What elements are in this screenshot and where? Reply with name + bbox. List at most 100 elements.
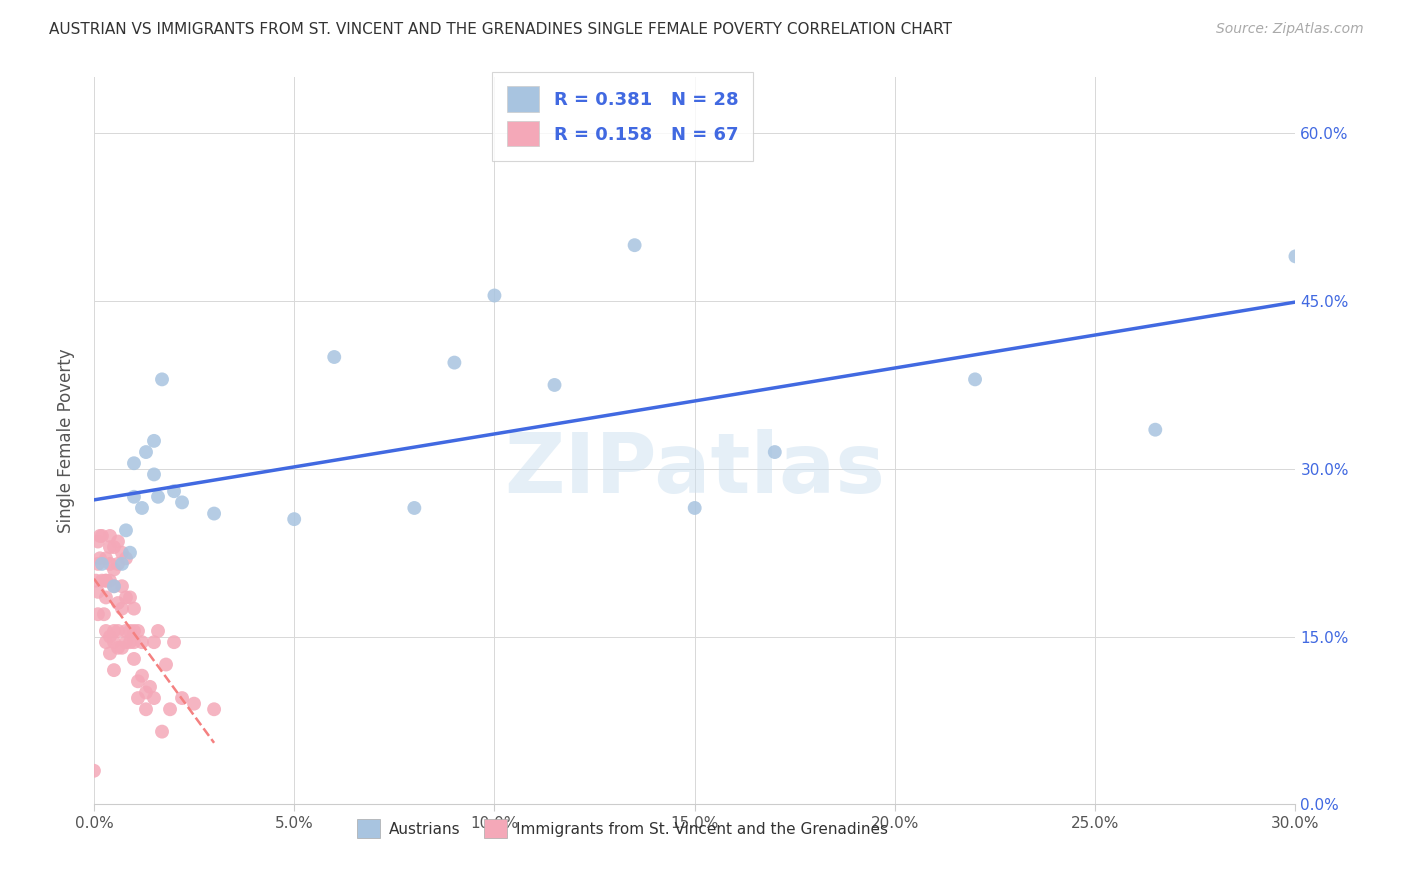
Point (87, 585, 110, 599)
Point (103, 579, 125, 593)
Point (94, 574, 117, 588)
Point (143, 691, 166, 706)
Point (122, 624, 145, 638)
Point (443, 356, 465, 370)
Point (146, 624, 169, 638)
Point (323, 350, 346, 364)
Point (94, 635, 117, 649)
Point (143, 434, 166, 448)
Point (122, 652, 145, 666)
Point (131, 635, 153, 649)
Point (763, 445, 786, 459)
Point (83, 764, 105, 778)
Point (122, 601, 145, 615)
Point (122, 490, 145, 504)
Point (623, 238, 645, 252)
Point (202, 507, 225, 521)
Point (183, 697, 205, 711)
Point (122, 635, 145, 649)
Text: AUSTRIAN VS IMMIGRANTS FROM ST. VINCENT AND THE GRENADINES SINGLE FEMALE POVERTY: AUSTRIAN VS IMMIGRANTS FROM ST. VINCENT … (49, 22, 952, 37)
Point (93, 607, 115, 622)
Point (107, 557, 129, 571)
Point (103, 624, 125, 638)
Point (127, 624, 149, 638)
Point (107, 534, 129, 549)
Point (163, 635, 186, 649)
Point (89, 551, 111, 566)
Point (1144, 423, 1167, 437)
Point (98, 540, 121, 554)
Point (103, 579, 125, 593)
Y-axis label: Single Female Poverty: Single Female Poverty (58, 349, 75, 533)
Point (135, 702, 157, 716)
Point (94, 551, 117, 566)
Point (963, 372, 986, 386)
Point (127, 691, 149, 706)
Text: Source: ZipAtlas.com: Source: ZipAtlas.com (1216, 22, 1364, 37)
Point (111, 579, 134, 593)
Point (91, 529, 114, 543)
Point (170, 495, 193, 509)
Point (107, 596, 129, 610)
Point (87, 607, 110, 622)
Point (163, 484, 186, 499)
Text: ZIPatlas: ZIPatlas (505, 429, 886, 510)
Point (118, 591, 141, 605)
Point (143, 467, 166, 482)
Point (1284, 249, 1306, 263)
Point (170, 691, 193, 706)
Point (103, 663, 125, 677)
Point (84, 574, 107, 588)
Point (127, 674, 149, 689)
Point (111, 557, 134, 571)
Point (118, 635, 141, 649)
Point (94, 591, 117, 605)
Point (87, 534, 110, 549)
Legend: Austrians, Immigrants from St. Vincent and the Grenadines: Austrians, Immigrants from St. Vincent a… (352, 814, 894, 844)
Point (107, 624, 129, 638)
Point (89, 529, 111, 543)
Point (150, 724, 173, 739)
Point (103, 635, 125, 649)
Point (94, 624, 117, 638)
Point (484, 288, 506, 302)
Point (115, 624, 138, 638)
Point (159, 702, 181, 716)
Point (111, 601, 134, 615)
Point (150, 372, 173, 386)
Point (98, 557, 121, 571)
Point (202, 702, 225, 716)
Point (91, 557, 114, 571)
Point (103, 562, 125, 576)
Point (94, 574, 117, 588)
Point (98, 574, 121, 588)
Point (87, 557, 110, 571)
Point (115, 551, 138, 566)
Point (131, 669, 153, 683)
Point (103, 540, 125, 554)
Point (146, 490, 169, 504)
Point (115, 635, 138, 649)
Point (143, 635, 166, 649)
Point (98, 529, 121, 543)
Point (139, 680, 162, 694)
Point (107, 640, 129, 655)
Point (115, 524, 138, 538)
Point (118, 546, 141, 560)
Point (98, 630, 121, 644)
Point (683, 500, 706, 515)
Point (118, 624, 141, 638)
Point (155, 657, 177, 672)
Point (98, 646, 121, 660)
Point (115, 591, 138, 605)
Point (543, 378, 565, 392)
Point (122, 456, 145, 470)
Point (111, 640, 134, 655)
Point (135, 685, 157, 699)
Point (131, 500, 153, 515)
Point (135, 445, 157, 459)
Point (283, 512, 305, 526)
Point (91, 574, 114, 588)
Point (404, 500, 426, 515)
Point (111, 546, 134, 560)
